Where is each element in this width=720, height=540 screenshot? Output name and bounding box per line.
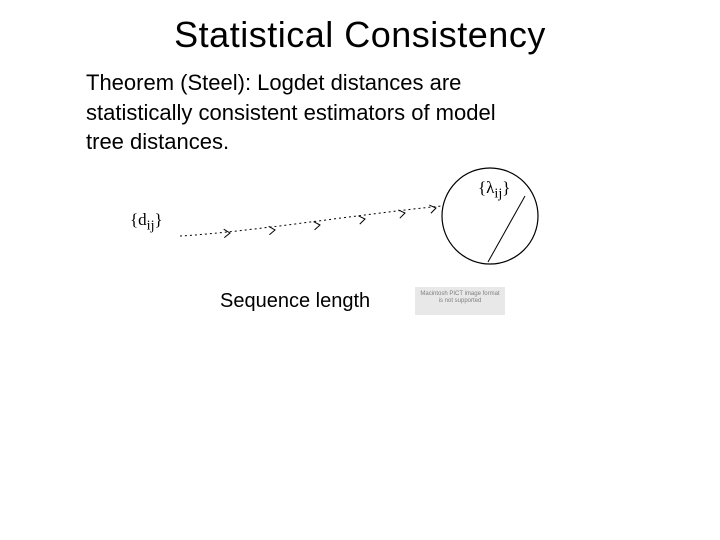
right-close: } [502, 178, 510, 197]
arrow-heads [224, 204, 437, 238]
body-line-3: tree distances. [86, 129, 229, 154]
left-brace-d: {d [130, 210, 147, 229]
left-set-label: {dij} [130, 210, 163, 234]
page-title: Statistical Consistency [0, 14, 720, 56]
left-sub: ij [147, 217, 155, 233]
body-line-1: Theorem (Steel): Logdet distances are [86, 70, 461, 95]
right-brace-lambda: {λ [478, 178, 494, 197]
theorem-text: Theorem (Steel): Logdet distances are st… [86, 68, 646, 157]
pict-placeholder: Macintosh PICT image format is not suppo… [415, 287, 505, 315]
arrow-path [180, 206, 442, 236]
sequence-length-label: Sequence length [220, 290, 370, 313]
left-close: } [155, 210, 163, 229]
convergence-diagram: {dij} {λij} [130, 166, 560, 276]
inner-line [488, 196, 525, 262]
right-set-label: {λij} [478, 178, 510, 202]
slide: Statistical Consistency Theorem (Steel):… [0, 0, 720, 540]
body-line-2: statistically consistent estimators of m… [86, 100, 496, 125]
